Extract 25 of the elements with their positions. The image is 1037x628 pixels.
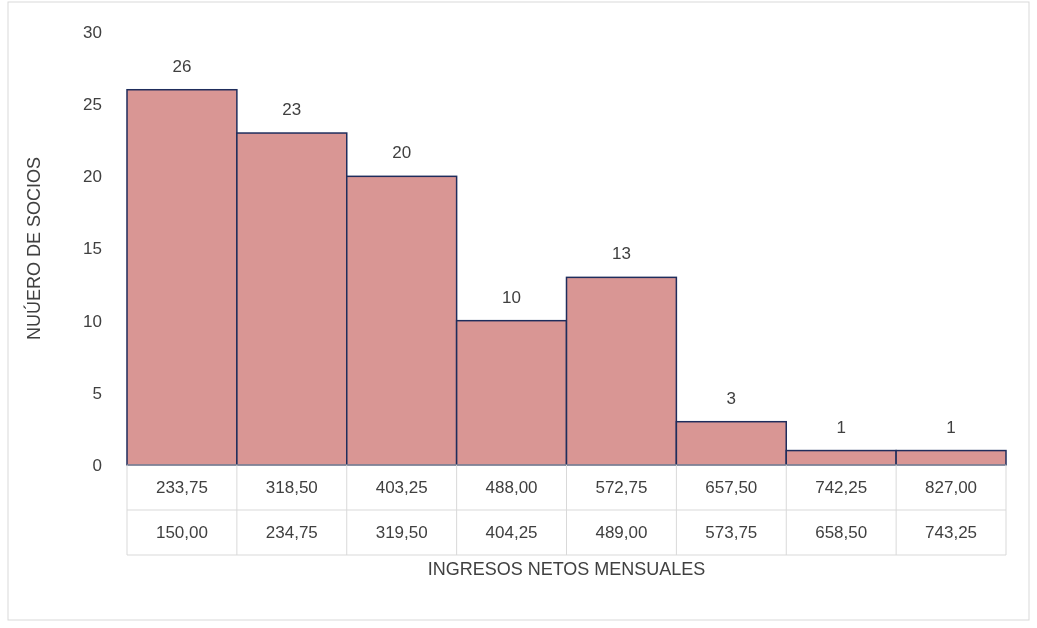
data-label: 26 <box>172 56 192 76</box>
data-label: 10 <box>502 287 522 307</box>
data-label: 20 <box>392 143 412 163</box>
y-tick-label: 15 <box>83 239 102 259</box>
y-axis-title: NUÚERO DE SOCIOS <box>23 156 44 341</box>
y-tick-label: 25 <box>83 95 102 115</box>
category-label: 403,25 319,50 <box>375 478 428 543</box>
x-axis-title: INGRESOS NETOS MENSUALES <box>427 559 706 579</box>
y-tick-label: 20 <box>83 167 102 187</box>
y-tick-label: 30 <box>83 22 102 42</box>
y-tick-label: 10 <box>83 311 102 331</box>
category-label: 657,50 573,75 <box>705 478 758 543</box>
data-label: 3 <box>726 388 737 408</box>
data-label: 1 <box>946 417 956 437</box>
category-label: 572,75 489,00 <box>595 478 648 543</box>
category-label: 318,50 234,75 <box>265 478 318 543</box>
category-label: 233,75 150,00 <box>155 478 208 543</box>
data-label: 1 <box>836 417 846 437</box>
data-label: 23 <box>282 100 302 120</box>
y-tick-label: 5 <box>92 383 102 403</box>
category-label: 827,00 743,25 <box>925 478 978 543</box>
category-label: 742,25 658,50 <box>815 478 868 543</box>
category-label: 488,00 404,25 <box>485 478 538 543</box>
data-label: 13 <box>611 244 631 264</box>
y-tick-label: 0 <box>92 455 102 475</box>
